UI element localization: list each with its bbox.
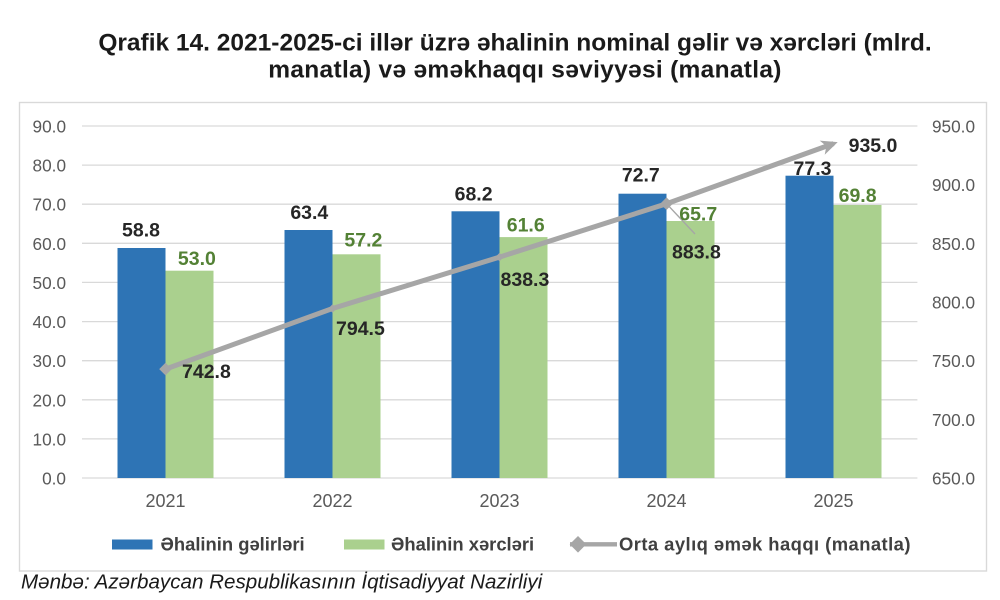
svg-text:950.0: 950.0 (932, 117, 975, 137)
svg-text:900.0: 900.0 (932, 175, 975, 195)
svg-text:750.0: 750.0 (932, 351, 975, 371)
svg-text:650.0: 650.0 (932, 469, 975, 489)
svg-text:Əhalinin xərcləri: Əhalinin xərcləri (391, 534, 534, 555)
svg-text:742.8: 742.8 (182, 361, 231, 383)
svg-text:Mənbə: Azərbaycan Respublikası: Mənbə: Azərbaycan Respublikasının İqtisa… (21, 571, 544, 594)
svg-text:800.0: 800.0 (932, 293, 975, 313)
svg-text:2021: 2021 (145, 491, 185, 511)
svg-text:manatla) və əməkhaqqı səviyyəs: manatla) və əməkhaqqı səviyyəsi (manatla… (268, 57, 781, 84)
svg-text:883.8: 883.8 (672, 242, 721, 264)
svg-text:838.3: 838.3 (501, 269, 550, 291)
svg-text:60.0: 60.0 (33, 234, 66, 254)
svg-text:0.0: 0.0 (42, 469, 66, 489)
svg-text:10.0: 10.0 (33, 429, 66, 449)
svg-text:65.7: 65.7 (679, 204, 717, 226)
svg-text:63.4: 63.4 (290, 202, 328, 224)
svg-text:70.0: 70.0 (33, 195, 66, 215)
svg-text:30.0: 30.0 (33, 351, 66, 371)
svg-text:794.5: 794.5 (336, 318, 385, 340)
svg-text:80.0: 80.0 (33, 156, 66, 176)
svg-text:72.7: 72.7 (622, 165, 660, 187)
svg-text:2025: 2025 (813, 491, 853, 511)
svg-text:700.0: 700.0 (932, 410, 975, 430)
svg-text:50.0: 50.0 (33, 273, 66, 293)
svg-text:2022: 2022 (312, 491, 352, 511)
svg-text:61.6: 61.6 (507, 214, 545, 236)
svg-text:Orta aylıq əmək haqqı (manatla: Orta aylıq əmək haqqı (manatla) (619, 534, 911, 555)
svg-text:77.3: 77.3 (794, 158, 832, 180)
svg-text:Əhalinin gəlirləri: Əhalinin gəlirləri (161, 534, 305, 555)
svg-text:68.2: 68.2 (455, 183, 493, 205)
svg-text:2024: 2024 (646, 491, 686, 511)
svg-text:Qrafik 14. 2021-2025-ci illər: Qrafik 14. 2021-2025-ci illər üzrə əhali… (98, 30, 931, 57)
svg-text:53.0: 53.0 (178, 248, 216, 270)
svg-text:69.8: 69.8 (839, 185, 877, 207)
svg-text:57.2: 57.2 (344, 230, 382, 252)
svg-text:20.0: 20.0 (33, 390, 66, 410)
svg-text:40.0: 40.0 (33, 312, 66, 332)
svg-text:90.0: 90.0 (33, 117, 66, 137)
svg-text:850.0: 850.0 (932, 234, 975, 254)
svg-text:58.8: 58.8 (122, 220, 160, 242)
svg-text:935.0: 935.0 (849, 135, 898, 157)
svg-text:2023: 2023 (479, 491, 519, 511)
